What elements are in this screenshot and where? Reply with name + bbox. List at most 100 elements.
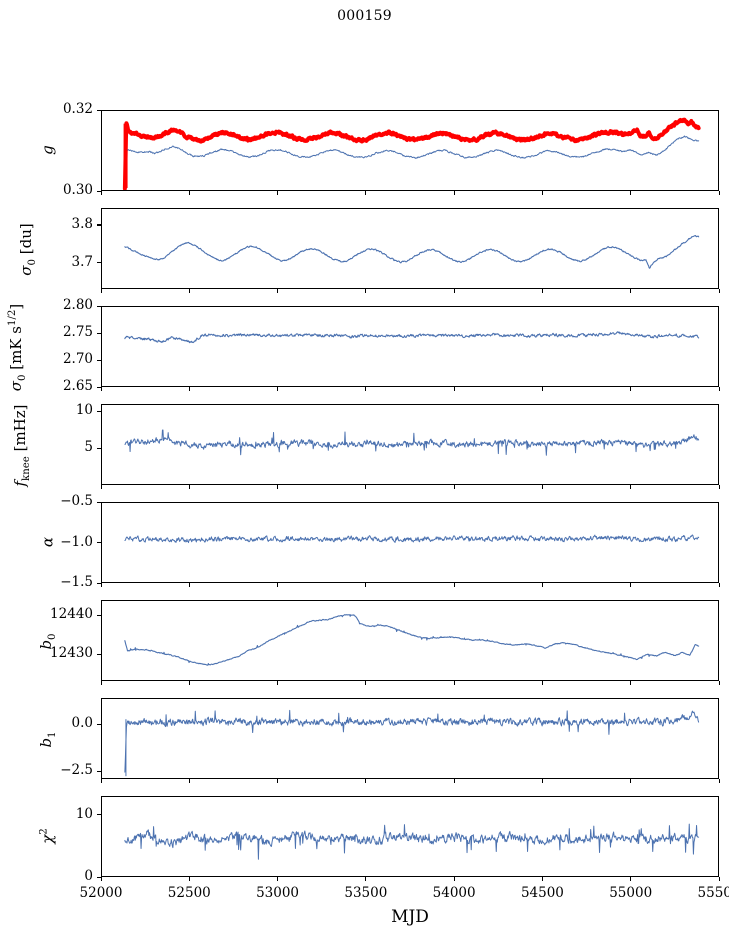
series-chi2 — [125, 824, 699, 859]
y-tick-label-alpha-0: −1.5 — [60, 574, 93, 590]
x-tick-mark-f_knee-6 — [630, 485, 632, 489]
x-tick-mark-sigma0_mK-2 — [277, 387, 279, 391]
x-tick-mark-b0-1 — [188, 681, 190, 685]
x-tick-mark-f_knee-7 — [718, 485, 720, 489]
y-tick-mark-g-0 — [97, 190, 101, 192]
page-title: 000159 — [337, 8, 392, 24]
x-tick-mark-chi2-4 — [453, 877, 455, 881]
plot-area-f_knee — [102, 405, 718, 484]
x-tick-mark-chi2-7 — [718, 877, 720, 881]
x-tick-mark-alpha-7 — [718, 583, 720, 587]
y-tick-label-chi2-1: 10 — [75, 805, 93, 822]
x-tick-mark-sigma0_mK-0 — [100, 387, 102, 391]
y-tick-label-f_knee-0: 5 — [84, 439, 93, 456]
x-tick-label-6: 55000 — [609, 885, 653, 901]
y-tick-label-alpha-2: −0.5 — [60, 493, 93, 509]
x-axis-label: MJD — [391, 907, 429, 927]
y-tick-mark-f_knee-0 — [97, 447, 101, 449]
x-tick-label-5: 54500 — [520, 885, 564, 901]
y-tick-label-b1-1: 0.0 — [71, 715, 93, 732]
x-tick-mark-sigma0_du-5 — [541, 289, 544, 293]
x-tick-mark-b1-3 — [365, 779, 367, 783]
x-tick-mark-g-5 — [541, 191, 544, 195]
y-axis-label-f_knee: fknee [mHz] — [10, 403, 32, 487]
x-tick-mark-f_knee-2 — [277, 485, 279, 489]
x-tick-mark-f_knee-1 — [188, 485, 190, 489]
y-tick-label-b1-0: −2.5 — [60, 762, 93, 779]
y-axis-label-chi2: χ2 — [38, 827, 56, 844]
x-tick-mark-sigma0_mK-3 — [365, 387, 367, 391]
series-sigma0-mK — [125, 332, 699, 343]
x-tick-mark-alpha-4 — [453, 583, 455, 587]
x-tick-mark-b1-6 — [630, 779, 632, 783]
y-tick-mark-chi2-1 — [97, 814, 101, 816]
x-tick-label-4: 54000 — [432, 885, 476, 901]
y-tick-label-g-1: 0.32 — [62, 101, 93, 117]
plot-panel-alpha — [101, 502, 719, 583]
y-tick-mark-b1-0 — [97, 770, 101, 773]
x-tick-mark-sigma0_du-0 — [100, 289, 102, 293]
x-tick-mark-b0-7 — [718, 681, 720, 685]
x-tick-mark-b1-0 — [100, 779, 102, 783]
x-tick-mark-chi2-1 — [188, 877, 190, 881]
series-alpha — [125, 535, 699, 543]
y-tick-mark-sigma0_mK-2 — [97, 332, 101, 334]
y-tick-label-sigma0_mK-1: 2.70 — [62, 351, 93, 367]
y-tick-mark-b0-0 — [97, 653, 101, 655]
x-tick-mark-sigma0_du-6 — [630, 289, 632, 293]
x-tick-mark-sigma0_mK-4 — [453, 387, 455, 391]
x-tick-mark-b1-5 — [541, 779, 544, 783]
x-tick-mark-f_knee-5 — [541, 485, 544, 489]
x-tick-label-1: 52500 — [167, 885, 211, 901]
y-tick-label-sigma0_du-0: 3.7 — [71, 253, 93, 270]
x-tick-mark-alpha-1 — [188, 583, 190, 587]
y-tick-mark-sigma0_mK-3 — [97, 305, 101, 307]
x-tick-label-2: 53000 — [256, 885, 300, 901]
plot-area-sigma0_du — [102, 209, 718, 288]
y-tick-mark-sigma0_mK-0 — [97, 386, 101, 388]
x-tick-mark-b0-3 — [365, 681, 367, 685]
x-tick-label-3: 53500 — [344, 885, 388, 901]
x-tick-mark-f_knee-3 — [365, 485, 367, 489]
y-tick-mark-sigma0_mK-1 — [97, 359, 101, 361]
y-tick-mark-sigma0_du-0 — [97, 262, 101, 264]
plot-area-alpha — [102, 503, 718, 582]
x-tick-mark-b0-4 — [453, 681, 455, 685]
x-tick-mark-g-2 — [277, 191, 279, 195]
y-tick-mark-alpha-0 — [97, 582, 101, 584]
x-tick-mark-sigma0_du-4 — [453, 289, 455, 293]
plot-area-b1 — [102, 699, 718, 777]
x-tick-mark-sigma0_mK-7 — [718, 387, 720, 391]
y-tick-label-sigma0_mK-2: 2.75 — [62, 324, 93, 340]
x-tick-mark-b1-4 — [453, 779, 455, 783]
x-tick-mark-chi2-0 — [100, 877, 102, 881]
x-tick-label-0: 52000 — [79, 885, 123, 901]
plot-panel-b1 — [101, 698, 719, 779]
plot-area-chi2 — [102, 797, 718, 876]
y-tick-mark-b1-1 — [97, 723, 101, 725]
series-f-knee — [125, 430, 699, 455]
series-g-blue — [125, 136, 699, 158]
y-tick-label-sigma0_mK-0: 2.65 — [62, 378, 93, 394]
y-tick-mark-alpha-2 — [97, 501, 101, 503]
x-tick-mark-sigma0_mK-6 — [630, 387, 632, 391]
x-tick-label-7: 55500 — [697, 885, 729, 901]
x-tick-mark-b0-5 — [541, 681, 544, 685]
plot-panel-sigma0_du — [101, 208, 719, 289]
x-tick-mark-g-7 — [718, 191, 720, 195]
y-tick-label-sigma0_du-1: 3.8 — [71, 215, 93, 232]
x-tick-mark-sigma0_du-1 — [188, 289, 190, 293]
y-tick-label-chi2-0: 0 — [84, 868, 93, 884]
x-tick-mark-b1-2 — [277, 779, 279, 783]
plot-panel-b0 — [101, 600, 719, 681]
y-tick-mark-alpha-1 — [97, 542, 101, 544]
y-tick-label-b0-1: 12440 — [50, 606, 93, 623]
plot-panel-chi2 — [101, 796, 719, 877]
series-b1 — [125, 710, 699, 772]
plot-panel-sigma0_mK — [101, 306, 719, 387]
x-tick-mark-chi2-5 — [541, 877, 544, 881]
x-tick-mark-alpha-6 — [630, 583, 632, 587]
x-tick-mark-chi2-6 — [630, 877, 632, 881]
y-tick-mark-chi2-0 — [97, 876, 101, 878]
